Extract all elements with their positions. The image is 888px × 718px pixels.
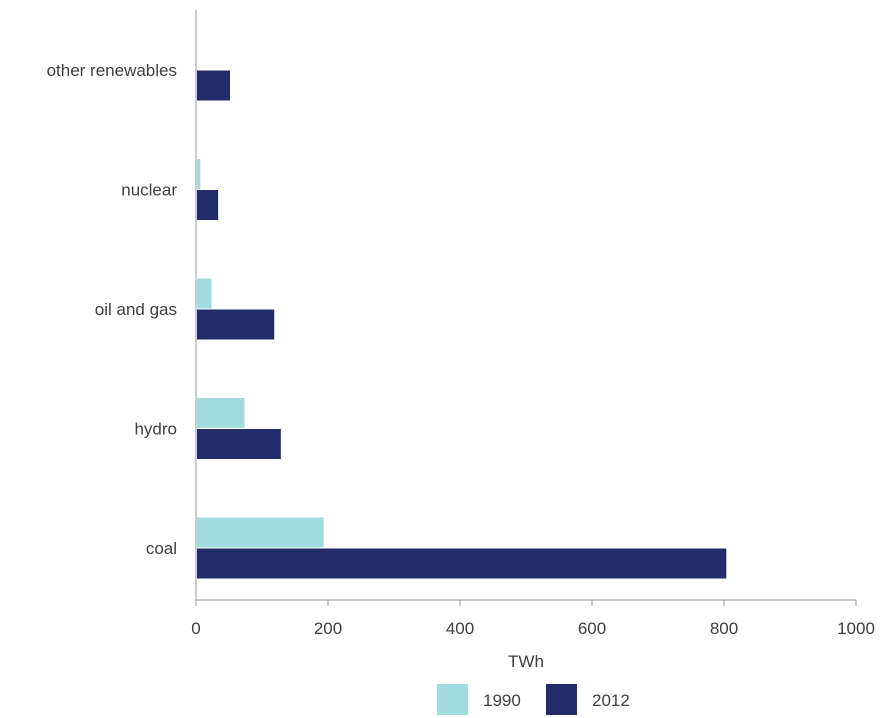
x-tick-label: 1000 — [837, 619, 875, 638]
category-labels: other renewables nuclear oil and gas hydro c… — [47, 61, 178, 558]
legend-swatch-2012 — [546, 684, 577, 715]
category-label: nuclear — [121, 181, 177, 200]
bar-1990-hydro — [197, 398, 245, 428]
bar-1990-oil-and-gas — [197, 278, 212, 309]
legend-label-2012: 2012 — [592, 691, 630, 710]
bar-2012-coal — [197, 548, 727, 579]
x-ticks: 0 200 400 600 800 1000 — [191, 600, 875, 638]
bar-2012-nuclear — [197, 190, 219, 220]
x-tick-label: 200 — [314, 619, 342, 638]
x-tick-label: 800 — [710, 619, 738, 638]
bars — [197, 70, 727, 579]
bar-1990-nuclear — [197, 159, 201, 189]
bar-1990-coal — [197, 517, 324, 548]
bar-2012-oil-and-gas — [197, 309, 275, 340]
category-label: hydro — [134, 420, 177, 439]
legend-label-1990: 1990 — [483, 691, 521, 710]
bar-2012-hydro — [197, 429, 281, 459]
x-tick-label: 600 — [578, 619, 606, 638]
x-axis-title: TWh — [508, 652, 544, 671]
legend: 1990 2012 — [437, 684, 630, 715]
category-label: coal — [146, 539, 177, 558]
x-tick-label: 0 — [191, 619, 200, 638]
legend-swatch-1990 — [437, 684, 468, 715]
category-label: other renewables — [47, 61, 177, 80]
category-label: oil and gas — [95, 300, 177, 319]
bar-2012-other-renewables — [197, 70, 230, 101]
x-tick-label: 400 — [446, 619, 474, 638]
